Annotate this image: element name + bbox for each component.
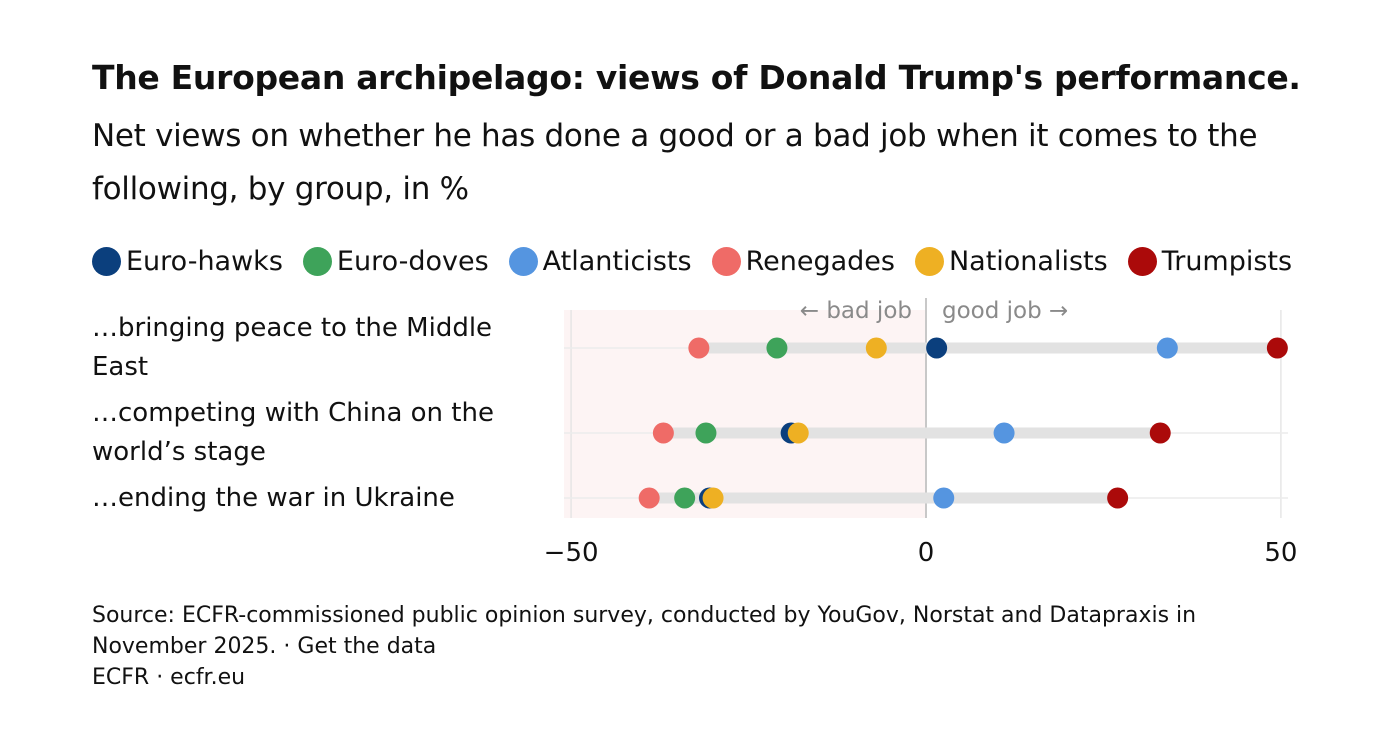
dot-renegades: [688, 337, 710, 359]
credit-line: ECFR · ecfr.eu: [92, 665, 246, 690]
dot-nationalists: [787, 422, 809, 444]
legend-item-trumpists[interactable]: Trumpists: [1127, 246, 1293, 277]
dot-atlanticists: [933, 487, 955, 509]
legend-label: Euro-doves: [336, 246, 489, 277]
legend-item-atlanticists[interactable]: Atlanticists: [508, 246, 692, 277]
x-tick-label: 0: [918, 538, 935, 568]
legend-label: Euro-hawks: [126, 246, 283, 277]
bad-job-annotation: ← bad job: [800, 298, 912, 324]
x-tick-label: −50: [544, 538, 599, 568]
legend-dot-icon: [92, 247, 121, 276]
legend: Euro-hawks Euro-doves Atlanticists Reneg…: [92, 246, 1312, 277]
dot-euro-hawks: [926, 337, 948, 359]
dot-euro-doves: [674, 487, 696, 509]
legend-dot-icon: [711, 247, 741, 276]
chart-title: The European archipelago: views of Donal…: [92, 58, 1301, 97]
dot-trumpists: [1107, 487, 1129, 509]
dot-trumpists: [1149, 422, 1171, 444]
x-tick-label: 50: [1264, 538, 1297, 568]
row-label-china: …competing with China on the world’s sta…: [92, 398, 494, 467]
dot-euro-doves: [766, 337, 788, 359]
x-axis: −50 0 50: [544, 538, 1298, 568]
row-label-ukraine: …ending the war in Ukraine: [92, 483, 455, 513]
legend-dot-icon: [302, 247, 332, 276]
legend-label: Trumpists: [1161, 246, 1293, 277]
dot-trumpists: [1266, 337, 1288, 359]
chart-rows: [638, 337, 1288, 509]
source-line: November 2025. · Get the data: [92, 634, 437, 659]
chart-subtitle: Net views on whether he has done a good …: [92, 118, 1258, 207]
legend-label: Atlanticists: [542, 246, 692, 277]
legend-dot-icon: [508, 247, 538, 276]
chart-row: [638, 487, 1129, 509]
dot-renegades: [638, 487, 660, 509]
legend-item-renegades[interactable]: Renegades: [711, 246, 895, 277]
dot-atlanticists: [1156, 337, 1178, 359]
legend-item-euro-doves[interactable]: Euro-doves: [302, 246, 489, 277]
dot-nationalists: [702, 487, 724, 509]
footer: Source: ECFR-commissioned public opinion…: [92, 600, 1292, 693]
row-label-middle-east: …bringing peace to the Middle East: [92, 313, 493, 382]
dot-euro-doves: [695, 422, 717, 444]
legend-label: Nationalists: [948, 246, 1108, 277]
legend-dot-icon: [1127, 247, 1157, 276]
good-job-annotation: good job →: [942, 298, 1068, 324]
dot-nationalists: [865, 337, 887, 359]
legend-item-euro-hawks[interactable]: Euro-hawks: [92, 246, 283, 277]
dot-atlanticists: [993, 422, 1015, 444]
chart-row: [688, 337, 1288, 359]
dot-renegades: [652, 422, 674, 444]
chart-row: [652, 422, 1171, 444]
legend-dot-icon: [914, 247, 944, 276]
legend-item-nationalists[interactable]: Nationalists: [914, 246, 1108, 277]
legend-label: Renegades: [745, 246, 895, 277]
source-line: Source: ECFR-commissioned public opinion…: [92, 603, 1197, 628]
